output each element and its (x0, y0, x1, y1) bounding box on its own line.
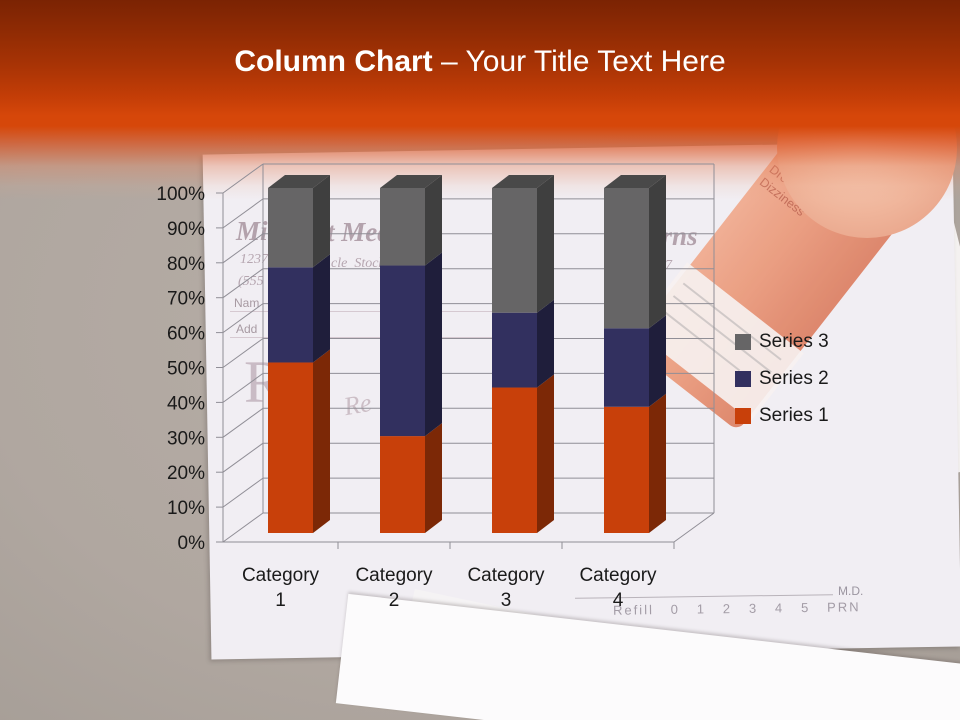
legend-swatch-series1 (735, 408, 751, 424)
pad-address-label: Add (236, 322, 258, 336)
title-emphasis: Column Chart (234, 45, 433, 78)
legend-swatch-series3 (735, 334, 751, 350)
title-banner (0, 0, 960, 200)
pad-name-label: Nam (234, 296, 260, 310)
pad-header-fragment: Mi (236, 216, 268, 246)
svg-text:50%: 50% (167, 359, 205, 380)
svg-text:90%: 90% (167, 219, 205, 240)
title-separator: – (441, 45, 458, 78)
svg-text:60%: 60% (167, 324, 205, 345)
svg-text:30%: 30% (167, 428, 205, 449)
svg-text:1: 1 (275, 590, 286, 611)
svg-text:4: 4 (613, 590, 624, 611)
legend-item: Series 3 (735, 331, 829, 353)
svg-text:40%: 40% (167, 393, 205, 414)
pad-address-fragment: (555 (238, 274, 264, 289)
legend-label: Series 3 (759, 331, 829, 352)
svg-text:3: 3 (501, 590, 512, 611)
svg-text:100%: 100% (156, 184, 205, 205)
svg-text:10%: 10% (167, 498, 205, 519)
chart-legend: Series 3 Series 2 Series 1 (735, 331, 829, 442)
svg-text:Category: Category (467, 565, 545, 586)
svg-text:Category: Category (355, 565, 433, 586)
slide-title: Column Chart – Your Title Text Here (0, 42, 960, 82)
svg-text:2: 2 (389, 590, 400, 611)
svg-text:80%: 80% (167, 254, 205, 275)
svg-text:Category: Category (242, 565, 320, 586)
legend-swatch-series2 (735, 371, 751, 387)
pad-address-fragment: 1237 (240, 252, 268, 267)
legend-item: Series 1 (735, 405, 829, 427)
svg-text:Category: Category (579, 565, 657, 586)
pad-address-fragment: cle Stock (331, 256, 385, 271)
legend-label: Series 2 (759, 368, 829, 389)
md-label: M.D. (838, 584, 864, 598)
legend-item: Series 2 (735, 368, 829, 390)
svg-text:0%: 0% (178, 533, 206, 554)
svg-text:70%: 70% (167, 289, 205, 310)
legend-label: Series 1 (759, 405, 829, 426)
title-rest: Your Title Text Here (465, 45, 726, 78)
svg-text:20%: 20% (167, 463, 205, 484)
